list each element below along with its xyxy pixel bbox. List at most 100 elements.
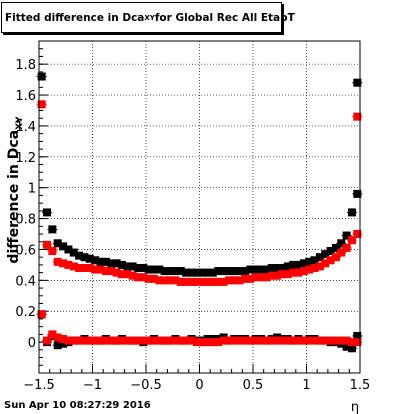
- x-tick-label: 1: [302, 378, 310, 393]
- data-point: [310, 263, 319, 272]
- data-point: [123, 270, 132, 279]
- data-point: [48, 225, 57, 234]
- y-tick-label: 0.6: [15, 243, 36, 258]
- data-point: [246, 265, 255, 274]
- data-point: [59, 242, 68, 251]
- data-point: [347, 208, 356, 217]
- data-point: [166, 276, 175, 285]
- data-point: [257, 336, 266, 345]
- data-point: [37, 100, 46, 109]
- data-point: [289, 268, 298, 277]
- data-point: [315, 253, 324, 262]
- data-point: [337, 248, 346, 257]
- data-point: [176, 336, 185, 345]
- data-point: [342, 243, 351, 252]
- data-point: [182, 268, 191, 277]
- data-point: [101, 267, 110, 276]
- data-point: [262, 273, 271, 282]
- data-point: [224, 276, 233, 285]
- y-tick-label: 1.4: [15, 120, 36, 135]
- y-tick-label: 0.4: [15, 274, 36, 289]
- data-point: [91, 336, 100, 345]
- data-point: [251, 265, 260, 274]
- data-point: [246, 274, 255, 283]
- data-point: [342, 231, 351, 240]
- data-point: [107, 259, 116, 268]
- data-point: [171, 276, 180, 285]
- data-point: [299, 267, 308, 276]
- data-point: [150, 336, 159, 345]
- data-point: [144, 265, 153, 274]
- data-point: [123, 336, 132, 345]
- data-point: [305, 336, 314, 345]
- data-point: [219, 267, 228, 276]
- data-point: [75, 251, 84, 260]
- data-point: [75, 263, 84, 272]
- data-point: [64, 260, 73, 269]
- data-point: [235, 276, 244, 285]
- data-point: [43, 240, 52, 249]
- data-point: [294, 268, 303, 277]
- data-point: [155, 336, 164, 345]
- data-point: [251, 336, 260, 345]
- data-point: [353, 338, 362, 347]
- data-point: [59, 339, 68, 348]
- data-point: [64, 336, 73, 345]
- data-point: [289, 336, 298, 345]
- data-point: [208, 268, 217, 277]
- data-point: [305, 265, 314, 274]
- data-point: [133, 336, 142, 345]
- data-point: [257, 273, 266, 282]
- data-point: [171, 336, 180, 345]
- data-point: [326, 336, 335, 345]
- x-axis-label: η: [351, 400, 359, 414]
- data-point: [331, 243, 340, 252]
- data-point: [224, 336, 233, 345]
- y-tick-label: 1.6: [15, 89, 36, 104]
- data-point: [176, 277, 185, 286]
- data-point: [353, 78, 362, 87]
- data-point: [267, 271, 276, 280]
- data-point: [337, 239, 346, 248]
- data-point: [107, 336, 116, 345]
- data-point: [235, 336, 244, 345]
- data-point: [53, 341, 62, 350]
- data-point: [347, 236, 356, 245]
- data-point: [283, 262, 292, 271]
- x-tick-label: 0.5: [243, 378, 264, 393]
- data-point: [187, 277, 196, 286]
- data-point: [278, 336, 287, 345]
- data-point: [246, 336, 255, 345]
- data-point: [117, 270, 126, 279]
- y-tick-label: 0.8: [15, 213, 36, 228]
- data-point: [59, 259, 68, 268]
- data-point: [294, 260, 303, 269]
- data-point: [182, 277, 191, 286]
- data-point: [198, 268, 207, 277]
- data-point: [230, 267, 239, 276]
- data-point: [48, 330, 57, 339]
- data-point: [160, 276, 169, 285]
- data-point: [96, 265, 105, 274]
- data-point: [75, 336, 84, 345]
- data-point: [117, 336, 126, 345]
- data-point: [240, 274, 249, 283]
- data-point: [240, 267, 249, 276]
- data-point: [69, 336, 78, 345]
- data-point: [353, 230, 362, 239]
- data-point: [224, 267, 233, 276]
- data-point: [96, 257, 105, 266]
- data-point: [112, 268, 121, 277]
- data-point: [37, 310, 46, 319]
- x-tick-label: −1.5: [23, 378, 55, 393]
- data-point: [219, 336, 228, 345]
- data-point: [128, 336, 137, 345]
- y-tick-label: 1: [28, 182, 36, 197]
- data-point: [192, 277, 201, 286]
- ticks-layer: −1.5 −1 −0.5 0 0.5 1 1.5 0 0.2 0.4 0.6 0.8 1 1.2 1.4 1.…: [15, 48, 370, 393]
- data-point: [187, 268, 196, 277]
- y-tick-label: 1.2: [15, 151, 36, 166]
- data-point: [107, 267, 116, 276]
- data-point: [176, 267, 185, 276]
